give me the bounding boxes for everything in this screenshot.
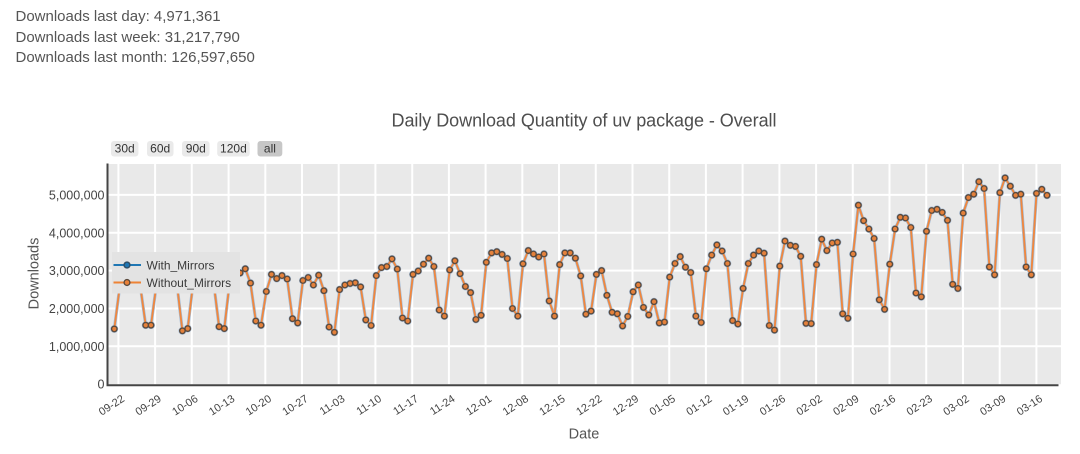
svg-text:02-02: 02-02 xyxy=(794,393,824,418)
svg-text:4,000,000: 4,000,000 xyxy=(49,226,105,240)
svg-text:01-26: 01-26 xyxy=(758,393,788,418)
svg-text:11-24: 11-24 xyxy=(428,393,457,418)
svg-text:02-23: 02-23 xyxy=(905,393,935,418)
svg-text:03-09: 03-09 xyxy=(978,393,1008,418)
svg-text:Daily Download Quantity of uv: Daily Download Quantity of uv package - … xyxy=(392,111,777,131)
svg-text:09-22: 09-22 xyxy=(97,393,127,418)
svg-text:12-22: 12-22 xyxy=(574,393,604,418)
svg-text:12-01: 12-01 xyxy=(464,393,494,418)
svg-text:Date: Date xyxy=(569,427,600,443)
svg-text:01-19: 01-19 xyxy=(721,393,751,418)
svg-text:01-12: 01-12 xyxy=(684,393,714,418)
svg-text:03-02: 03-02 xyxy=(941,393,971,418)
svg-text:10-13: 10-13 xyxy=(207,393,237,418)
svg-text:3,000,000: 3,000,000 xyxy=(49,264,105,278)
svg-text:10-20: 10-20 xyxy=(244,393,274,418)
svg-text:1,000,000: 1,000,000 xyxy=(49,340,105,354)
svg-text:03-16: 03-16 xyxy=(1015,393,1045,418)
svg-text:Without_Mirrors: Without_Mirrors xyxy=(147,276,232,290)
svg-text:12-15: 12-15 xyxy=(537,393,567,418)
svg-text:10-06: 10-06 xyxy=(170,393,200,418)
svg-text:09-29: 09-29 xyxy=(133,393,163,418)
svg-text:01-05: 01-05 xyxy=(648,393,678,418)
svg-text:120d: 120d xyxy=(220,142,247,156)
svg-text:90d: 90d xyxy=(186,142,206,156)
svg-text:12-08: 12-08 xyxy=(501,393,531,418)
svg-text:02-16: 02-16 xyxy=(868,393,898,418)
svg-text:11-10: 11-10 xyxy=(354,393,383,418)
svg-text:11-03: 11-03 xyxy=(318,393,347,418)
svg-text:10-27: 10-27 xyxy=(280,393,310,418)
svg-text:60d: 60d xyxy=(150,142,170,156)
svg-text:11-17: 11-17 xyxy=(391,393,420,418)
svg-text:all: all xyxy=(264,142,276,156)
svg-text:5,000,000: 5,000,000 xyxy=(49,188,105,202)
svg-text:2,000,000: 2,000,000 xyxy=(49,302,105,316)
svg-text:With_Mirrors: With_Mirrors xyxy=(147,259,215,273)
svg-text:0: 0 xyxy=(98,378,105,392)
svg-text:02-09: 02-09 xyxy=(831,393,861,418)
svg-text:30d: 30d xyxy=(115,142,135,156)
svg-text:Downloads: Downloads xyxy=(27,238,43,310)
svg-text:12-29: 12-29 xyxy=(611,393,641,418)
